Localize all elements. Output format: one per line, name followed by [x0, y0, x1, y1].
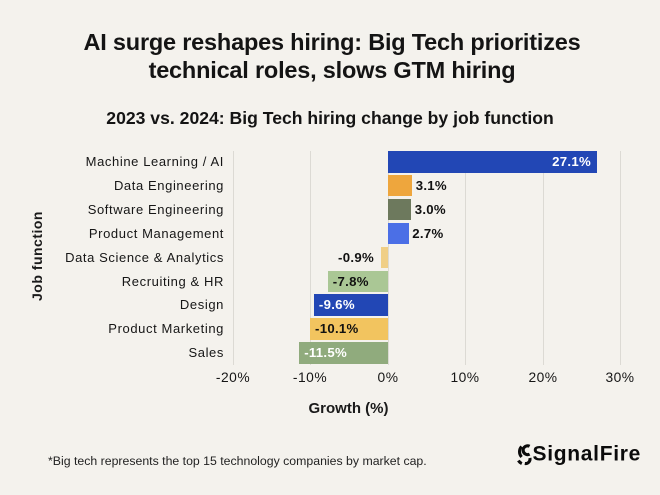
svg-text:SignalFire: SignalFire: [532, 443, 641, 466]
